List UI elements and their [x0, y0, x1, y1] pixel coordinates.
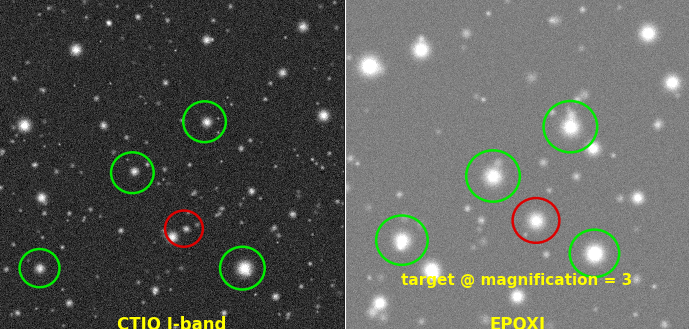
Text: CTIO I-band: CTIO I-band	[117, 316, 227, 329]
Text: EPOXI: EPOXI	[489, 316, 545, 329]
Text: target @ magnification = 3: target @ magnification = 3	[402, 273, 633, 288]
